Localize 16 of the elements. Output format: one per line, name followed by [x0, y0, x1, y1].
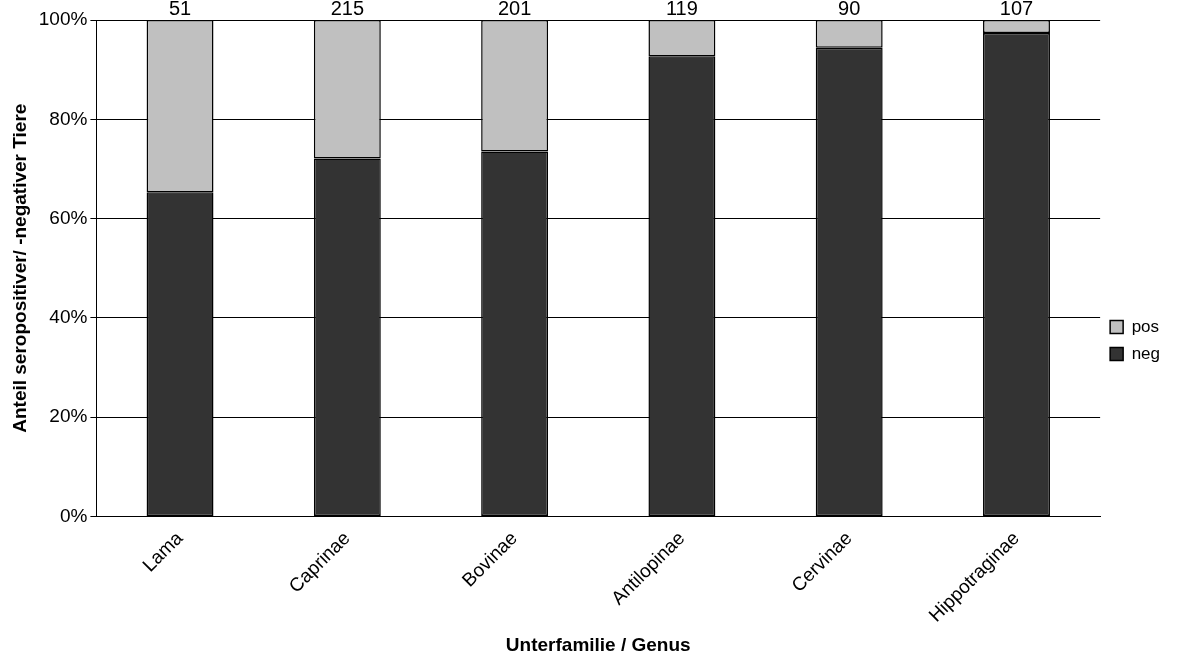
- legend-label: pos: [1131, 316, 1160, 336]
- y-tick-label: 100%: [38, 8, 88, 30]
- y-tick-label: 40%: [49, 306, 88, 328]
- legend-label: neg: [1131, 343, 1161, 363]
- annotation: 201: [497, 0, 532, 19]
- annotation: 107: [999, 0, 1034, 19]
- y-tick-label: 20%: [49, 405, 88, 427]
- annotation: 90: [838, 0, 861, 19]
- annotation: 51: [168, 0, 192, 19]
- annotation: 119: [665, 0, 698, 19]
- y-axis-title: Anteil seropositiver/ -negativer Tiere: [8, 103, 30, 433]
- y-tick-label: 80%: [49, 107, 88, 129]
- y-tick-label: 60%: [49, 206, 88, 228]
- x-axis-title: Unterfamilie / Genus: [505, 633, 691, 655]
- y-tick-label: 0%: [59, 504, 88, 526]
- annotation: 215: [330, 0, 365, 19]
